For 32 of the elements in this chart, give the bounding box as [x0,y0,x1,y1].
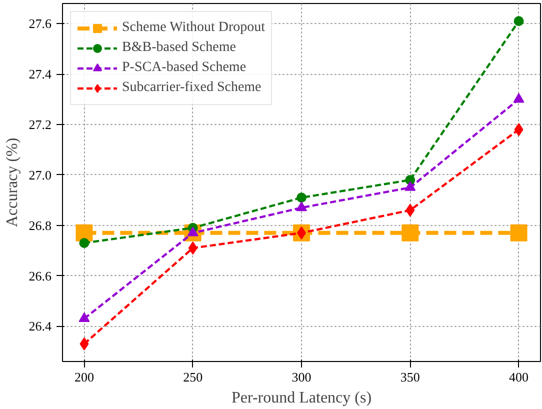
legend-label: B&B-based Scheme [122,40,236,56]
point [79,238,90,248]
legend-label: Subcarrier-fixed Scheme [122,80,262,96]
point [76,224,93,242]
point [78,312,90,322]
y-axis-title: Accuracy (%) [4,138,21,228]
y-tick-label: 27.4 [28,66,52,82]
x-tick-label: 400 [509,370,529,384]
point [514,16,524,26]
point [402,224,419,242]
legend-label: Scheme Without Dropout [122,20,266,36]
point [510,224,528,242]
x-axis-title: Per-round Latency (s) [231,390,372,406]
y-tick-label: 26.6 [28,268,52,284]
y-tick-label: 26.4 [28,318,52,334]
x-tick-label: 200 [74,370,94,384]
y-tick-label: 27.0 [28,167,52,182]
point [513,93,524,103]
point [296,201,307,212]
point [514,123,524,136]
y-tick-label: 27.6 [28,16,52,32]
point [80,337,89,350]
x-tick-label: 300 [292,370,312,384]
x-tick-label: 350 [400,370,420,384]
point [188,242,198,255]
x-tick-label: 250 [183,370,203,384]
legend-label: P-SCA-based Scheme [122,60,246,76]
y-tick-label: 26.8 [28,218,52,233]
point [406,204,415,217]
point [296,192,306,203]
point [404,181,416,191]
y-tick-label: 27.2 [28,117,52,132]
